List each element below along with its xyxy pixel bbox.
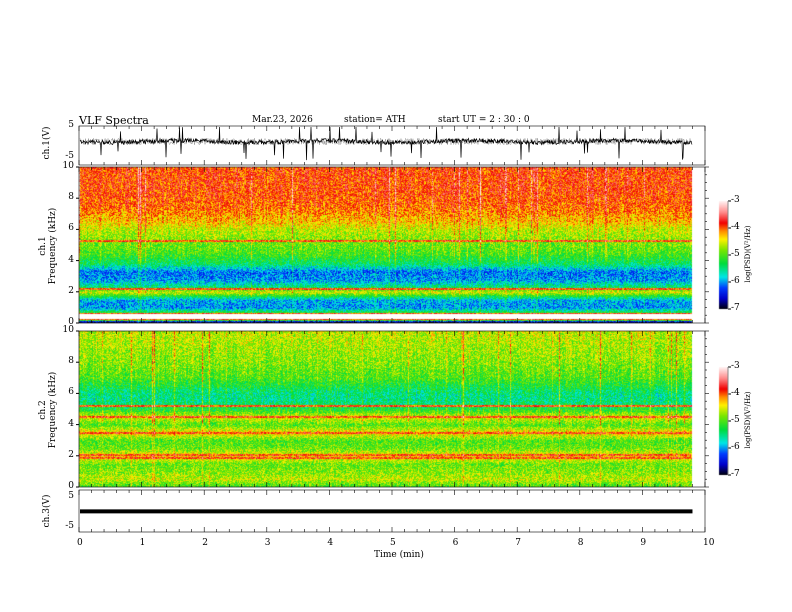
colorbar1-label: log(PSD)(V²/Hz) — [744, 225, 752, 283]
time-tick-label: 4 — [327, 538, 334, 548]
voltage-tick-label: 5 — [68, 491, 74, 501]
ch2-freq-ylabel-line2: Frequency (kHz) — [48, 371, 58, 449]
freq-tick-label: 10 — [62, 325, 74, 335]
colorbar-tick-label: -5 — [731, 249, 740, 259]
colorbar-tick-label: -7 — [731, 469, 740, 479]
ch1-spectrogram-frame — [78, 166, 706, 324]
time-tick-label: 10 — [703, 538, 715, 548]
freq-tick-label: 4 — [68, 418, 74, 429]
ch1-freq-ylabel: ch.1 Frequency (kHz) — [38, 196, 58, 296]
colorbar-tick-label: -3 — [731, 195, 740, 205]
time-tick-label: 0 — [77, 538, 83, 548]
time-tick-label: 3 — [264, 538, 271, 548]
freq-tick-label: 8 — [68, 356, 74, 367]
voltage-tick-label: 5 — [68, 120, 74, 130]
freq-tick-label: 4 — [68, 254, 74, 265]
colorbar-tick-label: -6 — [731, 442, 740, 452]
time-tick-label: 7 — [515, 538, 521, 548]
time-tick-label: 9 — [640, 538, 647, 548]
ch2-freq-ylabel-line1: ch.2 — [38, 400, 48, 420]
start-time-label: start UT = 2 : 30 : 0 — [438, 115, 530, 125]
time-tick-label: 6 — [452, 538, 459, 548]
time-tick-label: 2 — [202, 538, 208, 548]
freq-tick-label: 2 — [68, 449, 74, 460]
colorbar-tick-label: -5 — [731, 415, 740, 425]
colorbar-tick-label: -4 — [731, 388, 740, 398]
ch2-spectrogram-frame — [78, 330, 706, 488]
figure-title: VLF Spectra — [79, 114, 149, 127]
time-tick-label: 1 — [139, 538, 146, 548]
freq-tick-label: 10 — [62, 161, 74, 171]
voltage-tick-label: -5 — [65, 521, 74, 531]
time-tick-label: 5 — [390, 538, 396, 548]
freq-tick-label: 8 — [68, 192, 74, 203]
freq-tick-label: 0 — [68, 317, 74, 327]
colorbar-tick-label: -4 — [731, 222, 740, 232]
ch1-freq-ylabel-line2: Frequency (kHz) — [48, 207, 58, 285]
date-label: Mar.23, 2026 — [252, 115, 313, 125]
colorbar-tick-label: -3 — [731, 361, 740, 371]
colorbar-tick-label: -7 — [731, 303, 740, 313]
freq-tick-label: 2 — [68, 285, 74, 296]
colorbar-tick-label: -6 — [731, 276, 740, 286]
freq-tick-label: 0 — [68, 481, 74, 491]
ch1-waveform-line — [79, 126, 693, 161]
station-label: station= ATH — [344, 115, 406, 125]
ch3-ylabel: ch.3(V) — [42, 494, 52, 528]
ch1-ylabel: ch.1(V) — [42, 126, 52, 160]
freq-tick-label: 6 — [68, 387, 74, 398]
ch1-freq-ylabel-line1: ch.1 — [38, 236, 48, 256]
ch2-freq-ylabel: ch.2 Frequency (kHz) — [38, 360, 58, 460]
time-tick-label: 8 — [577, 538, 584, 548]
ch1-waveform-frame — [78, 125, 706, 166]
voltage-tick-label: -5 — [65, 151, 74, 161]
x-axis-label: Time (min) — [374, 550, 424, 560]
freq-tick-label: 6 — [68, 223, 74, 234]
colorbar2-label: log(PSD)(V²/Hz) — [744, 391, 752, 449]
